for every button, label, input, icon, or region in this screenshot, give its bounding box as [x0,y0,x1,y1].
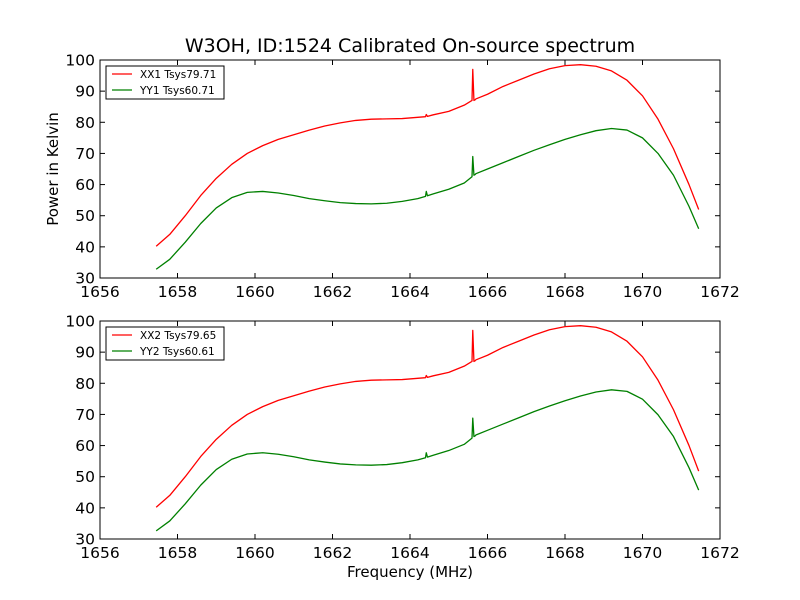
y-tick-label: 40 [75,499,95,517]
x-tick-label: 1670 [623,544,662,562]
y-tick-label: 50 [75,468,95,486]
x-tick-label: 1672 [700,544,739,562]
x-tick-label: 1668 [545,544,584,562]
y-tick-label: 70 [75,406,95,424]
x-tick-label: 1656 [80,283,119,301]
y-tick-label: 90 [75,344,95,362]
y-axis-label: Power in Kelvin [44,112,62,226]
series-line-xx [155,325,700,508]
top-spectrum-panel: 1656 1658 1660 1662 1664 1666 1668 1670 1672 30 40… [65,52,739,302]
bottom-spectrum-panel: 1656 1658 1660 1662 1664 1666 1668 1670 1672 30 40… [65,313,739,563]
x-tick-label: 1660 [235,283,274,301]
legend-entry: YY2 Tsys60.61 [139,346,215,358]
y-tick-label: 90 [75,83,95,101]
legend-box [105,326,225,361]
y-tick-label: 80 [75,114,95,132]
x-tick-label: 1668 [545,283,584,301]
x-tick-label: 1658 [158,544,197,562]
legend: XX1 Tsys79.71 YY1 Tsys60.71 [105,65,225,100]
series-line-xx [155,64,700,247]
legend-entry: YY1 Tsys60.71 [139,85,215,97]
x-tick-label: 1662 [313,283,352,301]
x-tick-label: 1664 [390,544,429,562]
legend-box [105,65,225,100]
x-tick-label: 1658 [158,283,197,301]
series-line-yy [155,389,700,532]
y-tick-label: 100 [65,52,95,70]
y-tick-label: 80 [75,375,95,393]
y-tick-label: 70 [75,145,95,163]
x-tick-label: 1664 [390,283,429,301]
x-tick-label: 1672 [700,283,739,301]
legend-entry: XX2 Tsys79.65 [140,330,216,342]
x-tick-label: 1660 [235,544,274,562]
x-tick-label: 1656 [80,544,119,562]
y-tick-label: 100 [65,313,95,331]
y-tick-label: 30 [75,531,95,549]
y-tick-label: 40 [75,238,95,256]
y-tick-label: 60 [75,437,95,455]
x-tick-label: 1662 [313,544,352,562]
series-line-yy [155,127,700,270]
y-tick-label: 30 [75,270,95,288]
x-tick-label: 1670 [623,283,662,301]
legend-entry: XX1 Tsys79.71 [140,69,216,81]
x-tick-label: 1666 [468,544,507,562]
x-tick-label: 1666 [468,283,507,301]
y-tick-label: 50 [75,207,95,225]
legend: XX2 Tsys79.65 YY2 Tsys60.61 [105,326,225,361]
x-axis-label: Frequency (MHz) [347,563,473,581]
y-tick-label: 60 [75,176,95,194]
chart-title: W3OH, ID:1524 Calibrated On-source spect… [185,35,635,57]
